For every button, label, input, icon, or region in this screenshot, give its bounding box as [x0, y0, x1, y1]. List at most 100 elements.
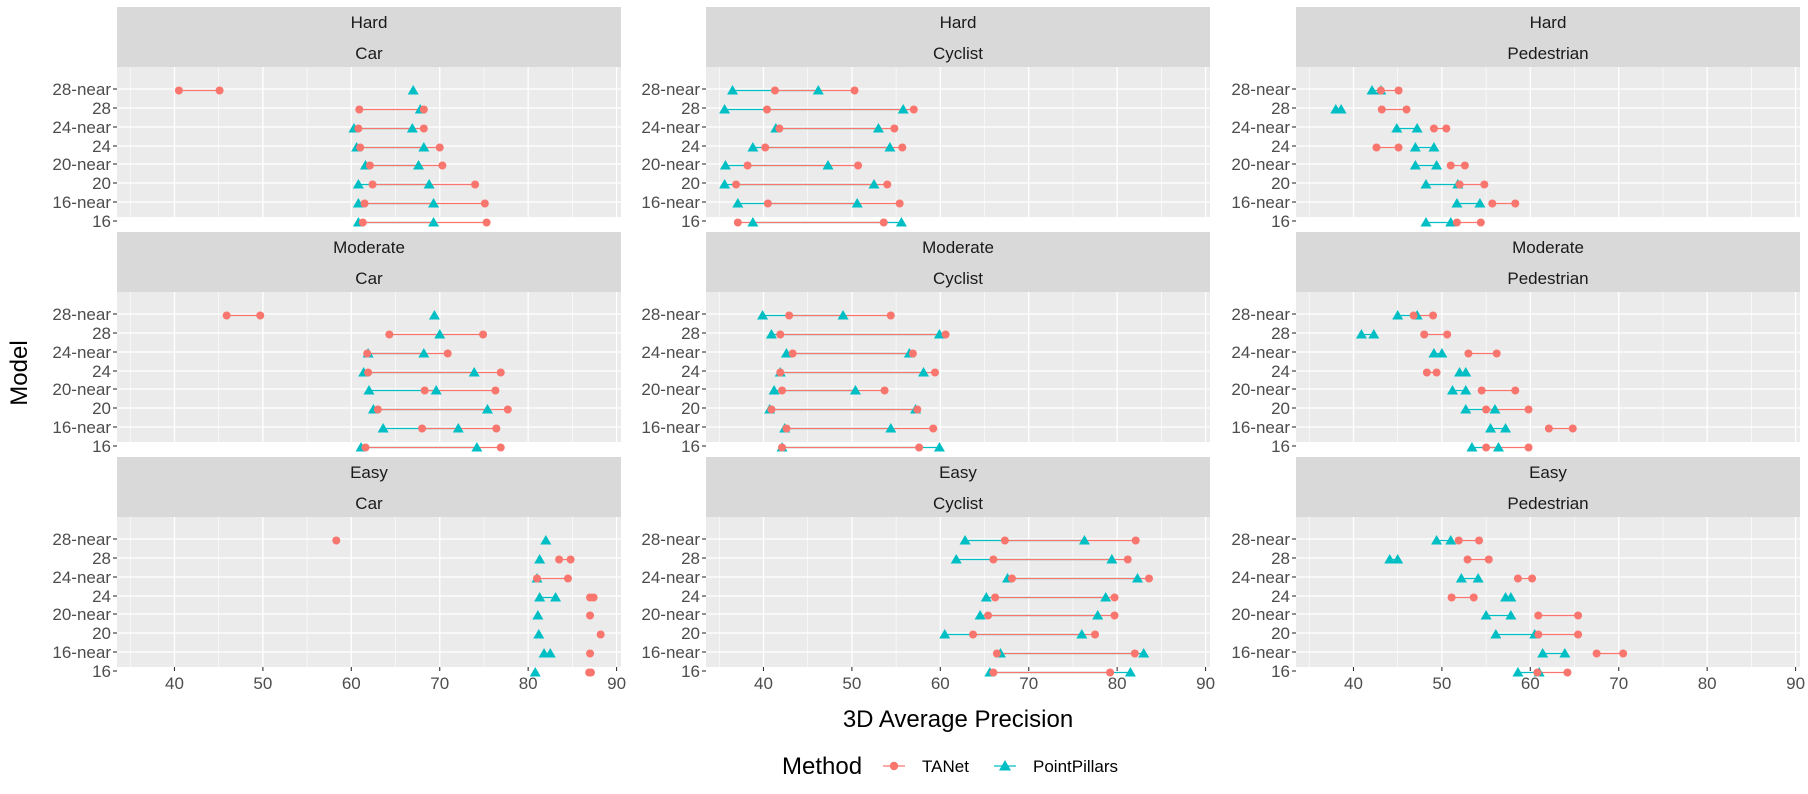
- panel-hard-car-pointpillars-point: [406, 123, 418, 133]
- panel-hard-car-tanet-point: [358, 218, 367, 227]
- panel-easy-cyclist-x-tick-label: 80: [1108, 674, 1127, 693]
- panel-moderate-pedestrian-tanet-point: [1511, 386, 1520, 395]
- panel-moderate-car-tanet-point: [361, 443, 370, 452]
- panel-easy-car-tanet-point: [566, 555, 575, 564]
- panel-moderate-car-tanet-point: [222, 311, 231, 320]
- panel-moderate-car: ModerateCar28-near2824-near2420-near2016…: [52, 232, 621, 456]
- panel-hard-pedestrian-tanet-point: [1377, 105, 1386, 114]
- panel-moderate-cyclist: Moderate Cyclist 28-near2824-near2420-near…: [641, 232, 1210, 456]
- panel-easy-pedestrian-pointpillars-point: [1472, 573, 1484, 583]
- panel-moderate-car-tanet-point: [491, 386, 500, 395]
- panel-easy-pedestrian-tanet-point: [1469, 593, 1478, 602]
- panel-moderate-car-tanet-point: [420, 386, 429, 395]
- panel-easy-car-pointpillars-point: [550, 592, 562, 602]
- panel-moderate-pedestrian-y-tick-label: 20-near: [1231, 380, 1290, 399]
- panel-moderate-car-pointpillars-point: [430, 385, 442, 395]
- panel-easy-pedestrian-pointpillars-point: [1505, 592, 1517, 602]
- panel-moderate-cyclist-y-tick-label: 16: [681, 437, 700, 456]
- panel-easy-pedestrian-pointpillars-point: [1431, 535, 1443, 545]
- panel-easy-pedestrian-x-tick-label: 80: [1698, 674, 1717, 693]
- panel-moderate-car-pointpillars-point: [452, 423, 464, 433]
- panel-easy-pedestrian-x-tick-label: 90: [1786, 674, 1805, 693]
- panel-moderate-car-strip: [117, 232, 621, 292]
- panel-hard-cyclist-tanet-point: [763, 199, 772, 208]
- panel-moderate-car-pointpillars-point: [428, 310, 440, 320]
- panel-easy-car-tanet-point: [555, 555, 564, 564]
- panel-moderate-pedestrian-tanet-point: [1432, 368, 1441, 377]
- panel-hard-car-y-tick-label: 24: [92, 137, 111, 156]
- panel-hard-car-pointpillars-point: [418, 142, 430, 152]
- panel-hard-cyclist-y-tick-label: 20: [681, 174, 700, 193]
- panel-easy-cyclist-pointpillars-point: [939, 629, 951, 639]
- panel-moderate-pedestrian-tanet-point: [1568, 424, 1577, 433]
- panel-hard-cyclist-pointpillars-point: [727, 85, 739, 95]
- panel-easy-car-y-tick-label: 16-near: [52, 643, 111, 662]
- panel-easy-cyclist-pointpillars-point: [1078, 535, 1090, 545]
- panel-easy-cyclist-tanet-point: [992, 649, 1001, 658]
- panel-moderate-cyclist-class-label: Cyclist: [933, 269, 983, 288]
- panel-easy-pedestrian-pointpillars-point: [1490, 629, 1502, 639]
- panel-moderate-car-pointpillars-point: [471, 442, 483, 452]
- panel-easy-car-x-tick-label: 90: [607, 674, 626, 693]
- panel-moderate-cyclist-tanet-point: [915, 443, 924, 452]
- panel-easy-car-difficulty-label: Easy: [350, 463, 388, 482]
- panel-easy-cyclist-tanet-point: [1123, 555, 1132, 564]
- panel-hard-pedestrian-y-tick-label: 28: [1271, 99, 1290, 118]
- panel-hard-car-tanet-point: [438, 161, 447, 170]
- panel-hard-pedestrian-y-tick-label: 20-near: [1231, 155, 1290, 174]
- panel-easy-pedestrian-pointpillars-point: [1559, 648, 1571, 658]
- panel-easy-cyclist-pointpillars-point: [1106, 554, 1118, 564]
- panel-hard-car-pointpillars-point: [407, 85, 419, 95]
- panel-easy-cyclist-pointpillars-point: [974, 610, 986, 620]
- panel-easy-car-y-tick-label: 28-near: [52, 530, 111, 549]
- panel-easy-pedestrian: Easy Pedestrian 28-near2824-near2420-near2…: [1231, 457, 1805, 693]
- panel-hard-pedestrian-tanet-point: [1372, 143, 1381, 152]
- panel-hard-cyclist-pointpillars-point: [732, 198, 744, 208]
- panel-moderate-pedestrian-tanet-point: [1544, 424, 1553, 433]
- panel-moderate-pedestrian-plot-area: [1296, 292, 1800, 442]
- panel-moderate-cyclist-y-tick-label: 24: [681, 362, 700, 381]
- panel-hard-pedestrian-y-tick-label: 24-near: [1231, 118, 1290, 137]
- panel-hard-pedestrian-pointpillars-point: [1451, 198, 1463, 208]
- panel-easy-pedestrian-y-tick-label: 28: [1271, 549, 1290, 568]
- panel-easy-pedestrian-x-tick-label: 50: [1432, 674, 1451, 693]
- panel-hard-cyclist-pointpillars-point: [719, 179, 731, 189]
- panel-hard-car-y-tick-label: 16-near: [52, 193, 111, 212]
- panel-hard-pedestrian-y-tick-label: 20: [1271, 174, 1290, 193]
- panel-easy-cyclist-pointpillars-point: [1100, 592, 1112, 602]
- panel-hard-cyclist-y-tick-label: 20-near: [641, 155, 700, 174]
- panel-easy-pedestrian-y-tick-label: 24: [1271, 587, 1290, 606]
- panel-moderate-pedestrian-pointpillars-point: [1460, 385, 1472, 395]
- panel-moderate-cyclist-y-tick-label: 28: [681, 324, 700, 343]
- panel-hard-cyclist-tanet-point: [763, 105, 772, 114]
- panel-easy-cyclist-x-tick-label: 70: [1019, 674, 1038, 693]
- panel-moderate-car-tanet-point: [496, 368, 505, 377]
- panel-easy-car-plot-area: [117, 517, 621, 667]
- panel-easy-cyclist-pointpillars-point: [1124, 667, 1136, 677]
- panel-easy-pedestrian-pointpillars-point: [1505, 610, 1517, 620]
- panel-moderate-pedestrian-tanet-point: [1482, 443, 1491, 452]
- panel-easy-cyclist-tanet-point: [1106, 668, 1115, 677]
- panel-easy-car-x-tick-label: 60: [342, 674, 361, 693]
- panel-easy-pedestrian-tanet-point: [1619, 649, 1628, 658]
- panel-hard-pedestrian-pointpillars-point: [1420, 179, 1432, 189]
- panel-easy-cyclist-pointpillars-point: [1092, 610, 1104, 620]
- panel-easy-pedestrian-pointpillars-point: [1455, 573, 1467, 583]
- panel-moderate-pedestrian-tanet-point: [1422, 368, 1431, 377]
- panel-moderate-cyclist-y-tick-label: 20: [681, 399, 700, 418]
- panel-easy-cyclist-tanet-point: [1000, 536, 1009, 545]
- panel-hard-cyclist-tanet-point: [743, 161, 752, 170]
- panel-hard-cyclist-tanet-point: [879, 218, 888, 227]
- panel-hard-pedestrian-tanet-point: [1511, 199, 1520, 208]
- panel-moderate-car-class-label: Car: [355, 269, 383, 288]
- legend-label-pointpillars: PointPillars: [1033, 757, 1118, 776]
- panel-easy-pedestrian-pointpillars-point: [1445, 535, 1457, 545]
- panel-easy-car-y-tick-label: 24: [92, 587, 111, 606]
- panel-hard-cyclist-tanet-point: [898, 143, 907, 152]
- panel-moderate-pedestrian-y-tick-label: 28-near: [1231, 305, 1290, 324]
- panel-easy-cyclist-plot-area: [706, 517, 1210, 667]
- panel-easy-cyclist: EasyCyclist28-near2824-near2420-near2016…: [641, 457, 1215, 693]
- panel-moderate-car-pointpillars-point: [363, 385, 375, 395]
- panel-hard-pedestrian-tanet-point: [1476, 218, 1485, 227]
- panel-easy-pedestrian-pointpillars-point: [1512, 667, 1524, 677]
